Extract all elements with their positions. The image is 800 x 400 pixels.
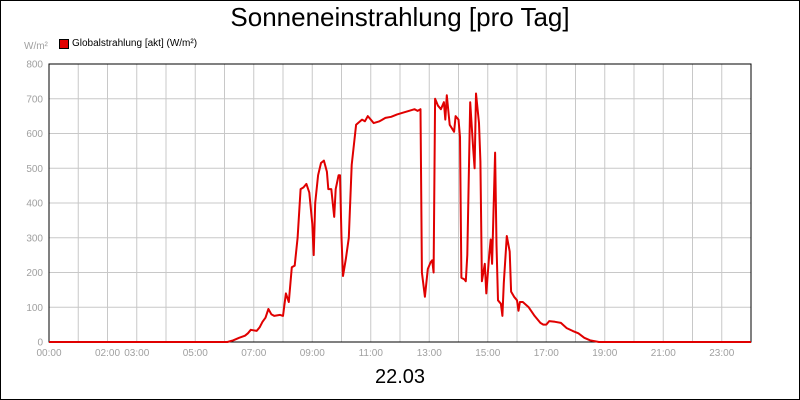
y-tick-label: 0 xyxy=(37,338,43,349)
x-tick-label: 15:00 xyxy=(475,348,500,359)
legend-swatch xyxy=(59,38,69,49)
y-axis-unit-label: W/m² xyxy=(24,41,48,52)
x-tick-label: 03:00 xyxy=(124,348,149,359)
plot-border xyxy=(48,63,752,343)
y-tick-label: 300 xyxy=(26,233,43,244)
x-tick-label: 07:00 xyxy=(241,348,266,359)
x-tick-label: 17:00 xyxy=(534,348,559,359)
y-tick-label: 100 xyxy=(26,303,43,314)
x-tick-label: 00:00 xyxy=(36,348,61,359)
x-tick-label: 23:00 xyxy=(709,348,734,359)
y-tick-label: 800 xyxy=(26,60,43,71)
y-tick-label: 600 xyxy=(26,129,43,140)
x-tick-label: 02:00 xyxy=(95,348,120,359)
x-tick-label: 21:00 xyxy=(651,348,676,359)
y-tick-label: 200 xyxy=(26,268,43,279)
legend: Globalstrahlung [akt] (W/m²) xyxy=(59,38,197,49)
y-tick-label: 500 xyxy=(26,164,43,175)
x-tick-label: 05:00 xyxy=(183,348,208,359)
y-tick-label: 700 xyxy=(26,94,43,105)
series-line-globalstrahlung xyxy=(49,92,751,343)
x-axis-date-label: 22.03 xyxy=(374,366,426,388)
x-tick-label: 11:00 xyxy=(359,348,384,359)
x-tick-label: 19:00 xyxy=(592,348,617,359)
legend-label: Globalstrahlung [akt] (W/m²) xyxy=(72,38,198,49)
x-tick-label: 13:00 xyxy=(417,348,442,359)
chart-title: Sonneneinstrahlung [pro Tag] xyxy=(230,2,570,32)
x-tick-label: 09:00 xyxy=(300,348,325,359)
y-tick-label: 400 xyxy=(26,199,43,210)
